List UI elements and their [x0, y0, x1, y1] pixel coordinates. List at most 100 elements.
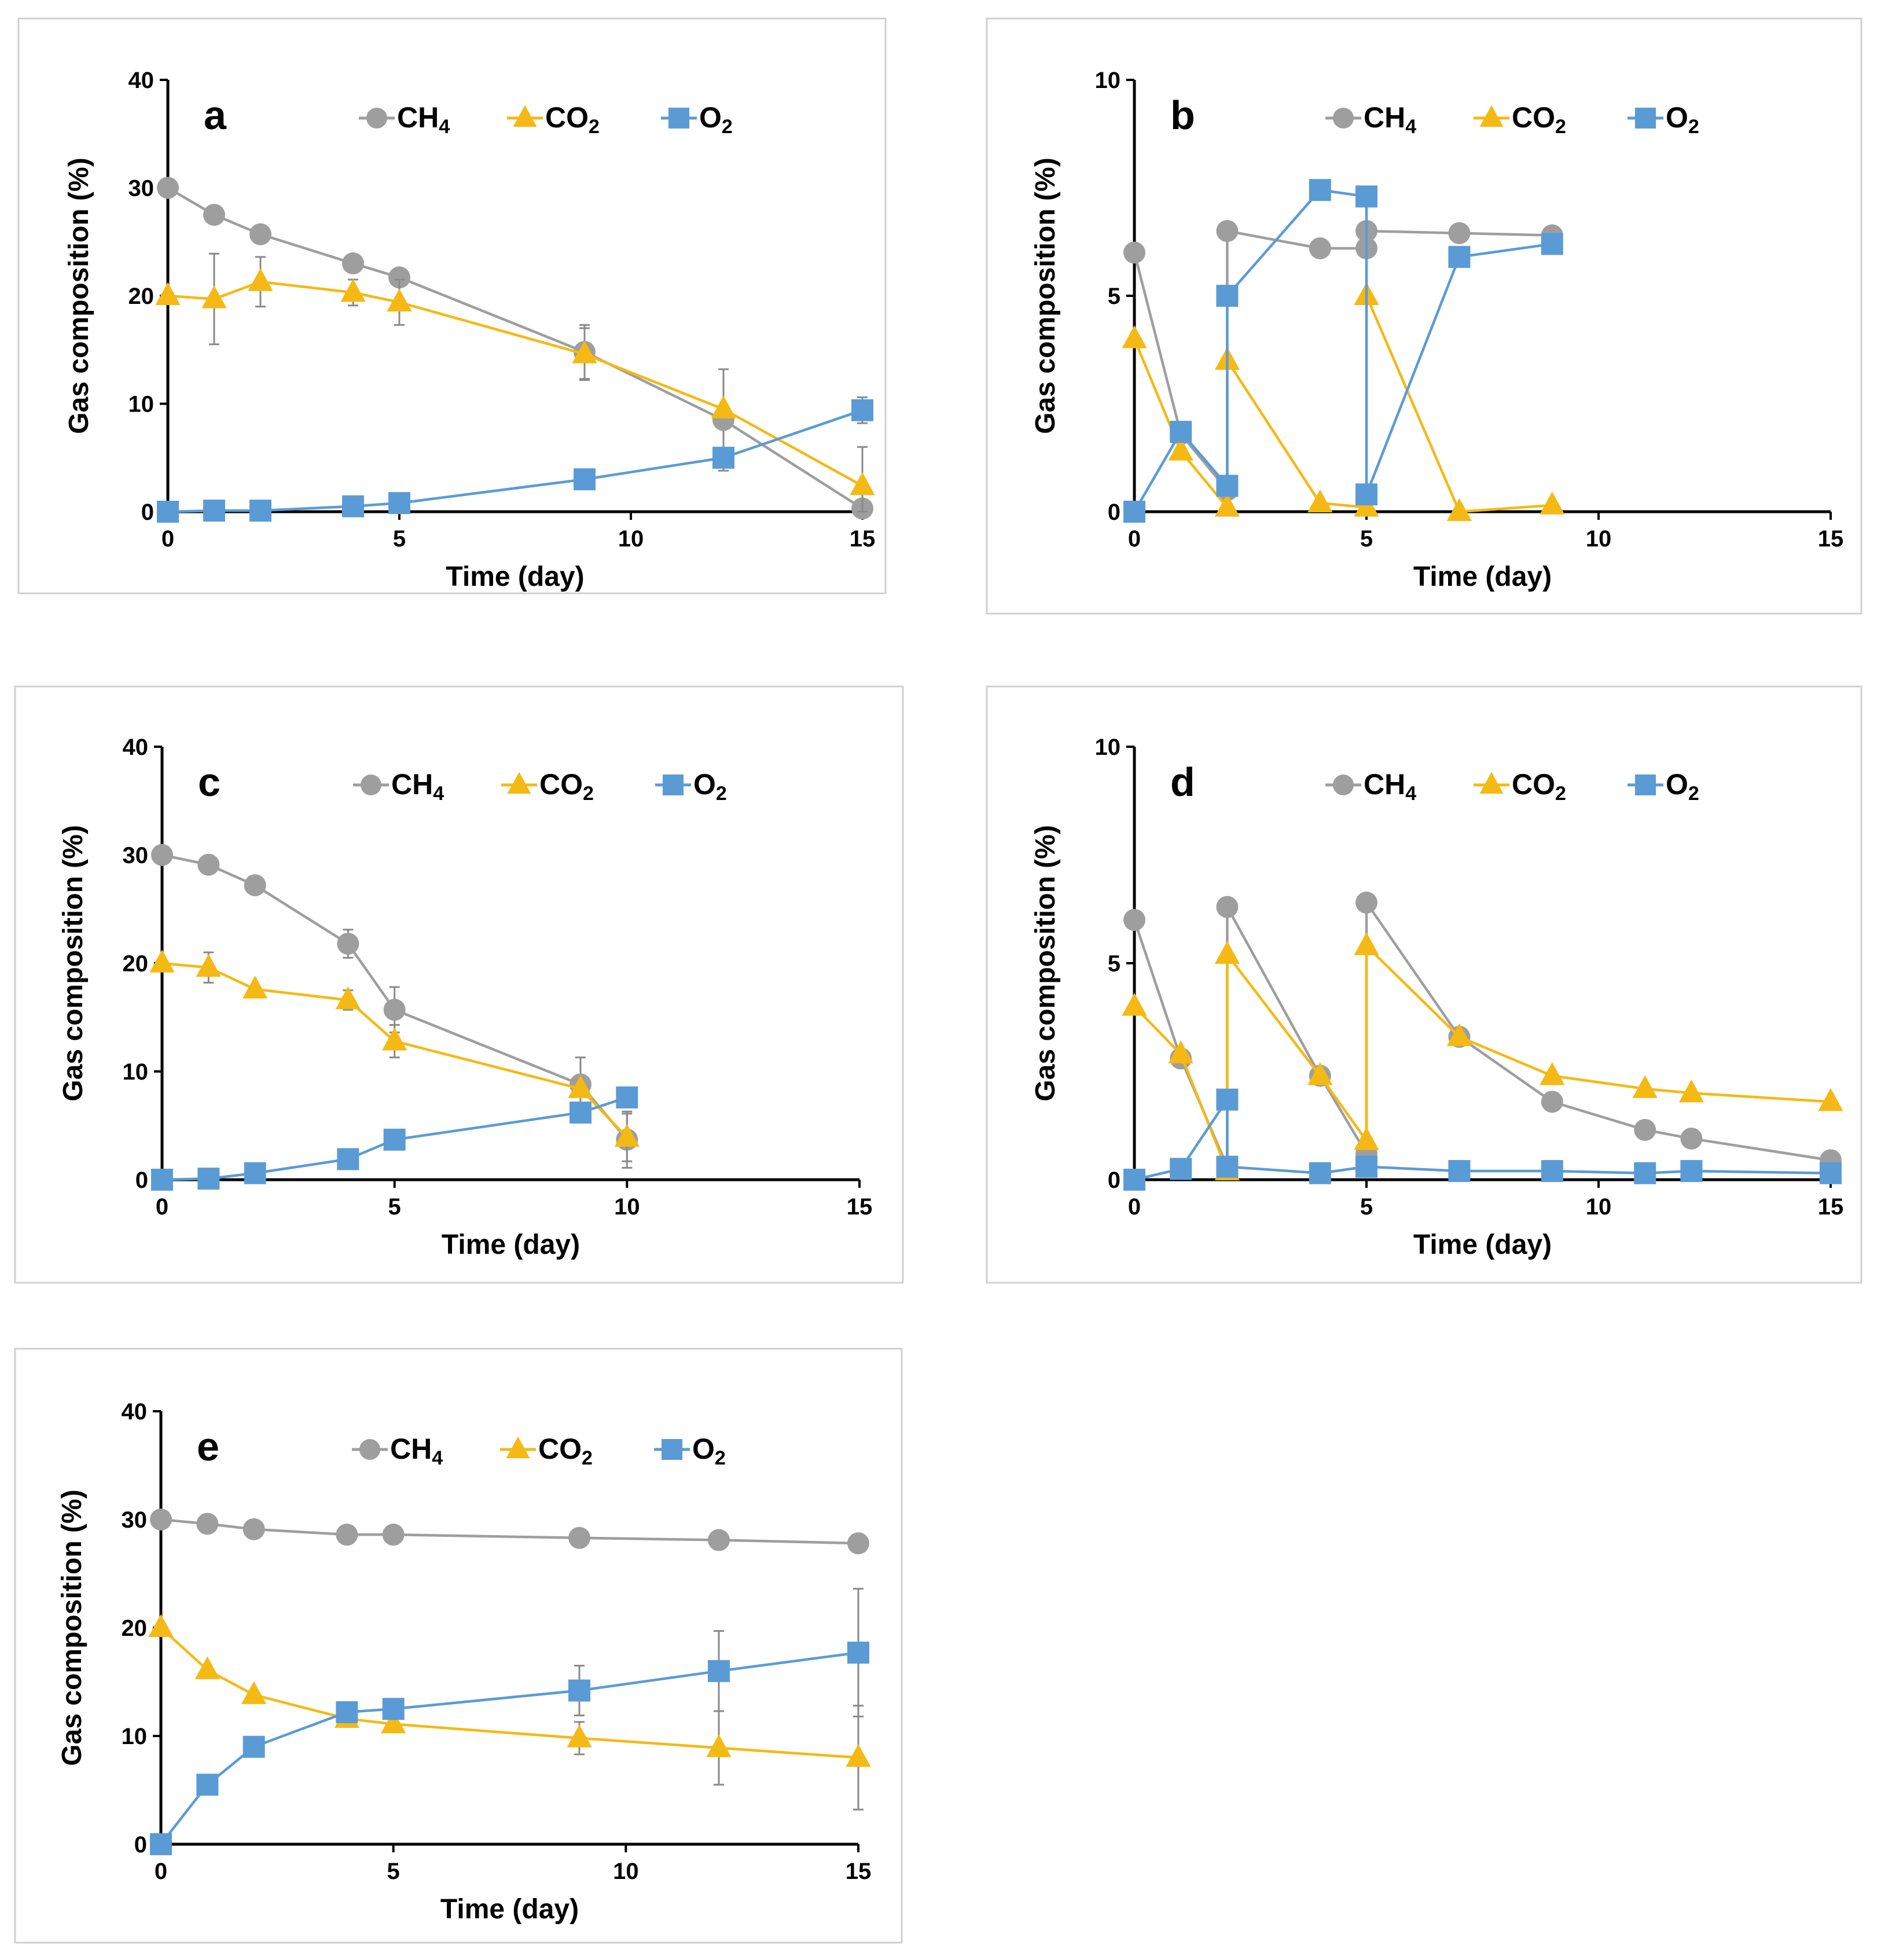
legend-marker-o2 [1634, 107, 1656, 129]
data-point-ch4 [249, 223, 271, 245]
y-tick-label: 10 [1095, 68, 1121, 93]
y-tick-label: 5 [1108, 951, 1120, 977]
data-point-co2 [1446, 498, 1472, 521]
y-tick-label: 0 [141, 500, 154, 525]
data-point-co2 [335, 986, 361, 1010]
data-point-o2 [1216, 1155, 1239, 1178]
data-point-o2 [847, 1642, 869, 1664]
legend-label-subscript: 4 [1405, 783, 1416, 805]
series-ch4 [150, 1508, 869, 1555]
y-tick-label: 40 [122, 1399, 148, 1425]
y-tick-label: 0 [134, 1832, 147, 1858]
y-tick-label: 40 [128, 68, 155, 93]
data-point-co2 [572, 340, 597, 364]
data-point-ch4 [336, 1524, 358, 1546]
data-point-ch4 [1448, 222, 1471, 244]
x-tick-label: 10 [1586, 1194, 1612, 1220]
legend-label-main: O [699, 101, 722, 134]
data-point-ch4 [388, 266, 410, 289]
data-point-co2 [1446, 1023, 1472, 1047]
y-axis-title: Gas composition (%) [57, 1489, 87, 1766]
y-tick-label: 10 [1095, 735, 1121, 760]
data-point-co2 [387, 288, 412, 312]
data-point-co2 [1632, 1075, 1658, 1098]
data-point-ch4 [1309, 237, 1331, 259]
legend-marker-o2 [662, 774, 684, 796]
data-point-o2 [196, 1774, 219, 1796]
legend-label-o2: O2 [1666, 768, 1699, 805]
data-point-co2 [155, 282, 181, 305]
legend-label-main: CO [539, 768, 583, 801]
x-tick-label: 5 [1360, 1194, 1373, 1220]
legend-marker-ch4 [366, 107, 388, 129]
y-tick-label: 10 [123, 1059, 149, 1085]
data-point-o2 [382, 1698, 405, 1720]
panel-d: 0 5 10 0 5 10 15 Time (day) Gas composition (%) d… [986, 685, 1862, 1284]
series-co2 [149, 949, 640, 1162]
y-tick-label: 5 [1108, 284, 1120, 309]
panel-letter: b [1170, 93, 1195, 138]
x-tick-label: 0 [155, 1859, 167, 1884]
series-o2 [150, 1588, 869, 1855]
legend-label-ch4: CH4 [390, 1433, 443, 1469]
panel-b: 0 5 10 0 5 10 15 Time (day) Gas composition (%) b… [986, 17, 1862, 615]
series-co2 [1122, 282, 1565, 521]
legend-label-main: O [1666, 768, 1688, 801]
data-point-co2 [1540, 491, 1565, 515]
legend: CH4 CO2 O2 [1325, 768, 1699, 805]
x-tick-label: 15 [846, 1859, 872, 1884]
legend-label-subscript: 2 [1555, 116, 1566, 138]
legend-label-co2: CO2 [1512, 768, 1566, 805]
data-point-co2 [196, 953, 221, 977]
x-axis-title: Time (day) [1413, 561, 1552, 592]
data-point-ch4 [203, 204, 225, 226]
data-point-co2 [248, 268, 273, 291]
legend-label-main: CO [538, 1433, 582, 1465]
legend-label-main: O [693, 768, 716, 801]
x-axis-title: Time (day) [1413, 1229, 1552, 1260]
data-point-o2 [568, 1679, 590, 1702]
data-point-ch4 [568, 1526, 590, 1549]
legend-label-subscript: 4 [1405, 116, 1416, 138]
x-tick-label: 0 [1128, 526, 1141, 552]
data-point-co2 [243, 975, 268, 999]
data-point-co2 [381, 1710, 406, 1734]
data-point-co2 [201, 285, 227, 309]
legend-marker-ch4 [360, 774, 382, 796]
data-point-o2 [1448, 245, 1471, 268]
legend: CH4 CO2 O2 [353, 768, 727, 805]
x-axis-title: Time (day) [440, 1894, 579, 1925]
legend-label-subscript: 2 [582, 1447, 593, 1469]
data-point-co2 [194, 1656, 220, 1679]
data-point-o2 [1541, 233, 1563, 255]
data-point-o2 [197, 1168, 220, 1190]
legend-label-subscript: 2 [589, 116, 600, 138]
legend-marker-ch4 [1332, 107, 1354, 129]
data-point-ch4 [337, 933, 359, 955]
data-point-ch4 [151, 844, 173, 866]
data-point-co2 [711, 395, 736, 419]
series-o2 [1123, 1088, 1842, 1191]
y-axis-title: Gas composition (%) [58, 825, 89, 1101]
legend-label-main: CH [1364, 101, 1405, 134]
data-point-co2 [241, 1681, 267, 1704]
series-ch4 [157, 177, 873, 520]
data-point-ch4 [196, 1513, 219, 1535]
panel-a: 0 10 20 30 40 0 5 10 15 Time (day) Gas composition… [17, 17, 887, 594]
data-point-co2 [340, 278, 366, 302]
data-point-o2 [712, 446, 734, 469]
x-tick-label: 5 [388, 1194, 401, 1220]
panel-letter: c [198, 759, 221, 805]
legend-marker-o2 [1634, 774, 1656, 796]
data-point-o2 [388, 492, 410, 515]
legend-label-o2: O2 [699, 101, 733, 138]
y-tick-label: 20 [128, 284, 155, 309]
legend-label-main: CH [1364, 768, 1405, 801]
data-point-o2 [1634, 1162, 1656, 1184]
data-point-o2 [1448, 1160, 1471, 1183]
legend-label-main: CO [545, 101, 589, 134]
legend-label-main: CH [391, 768, 433, 801]
legend-label-main: CO [1512, 101, 1555, 134]
data-point-ch4 [1123, 241, 1145, 264]
